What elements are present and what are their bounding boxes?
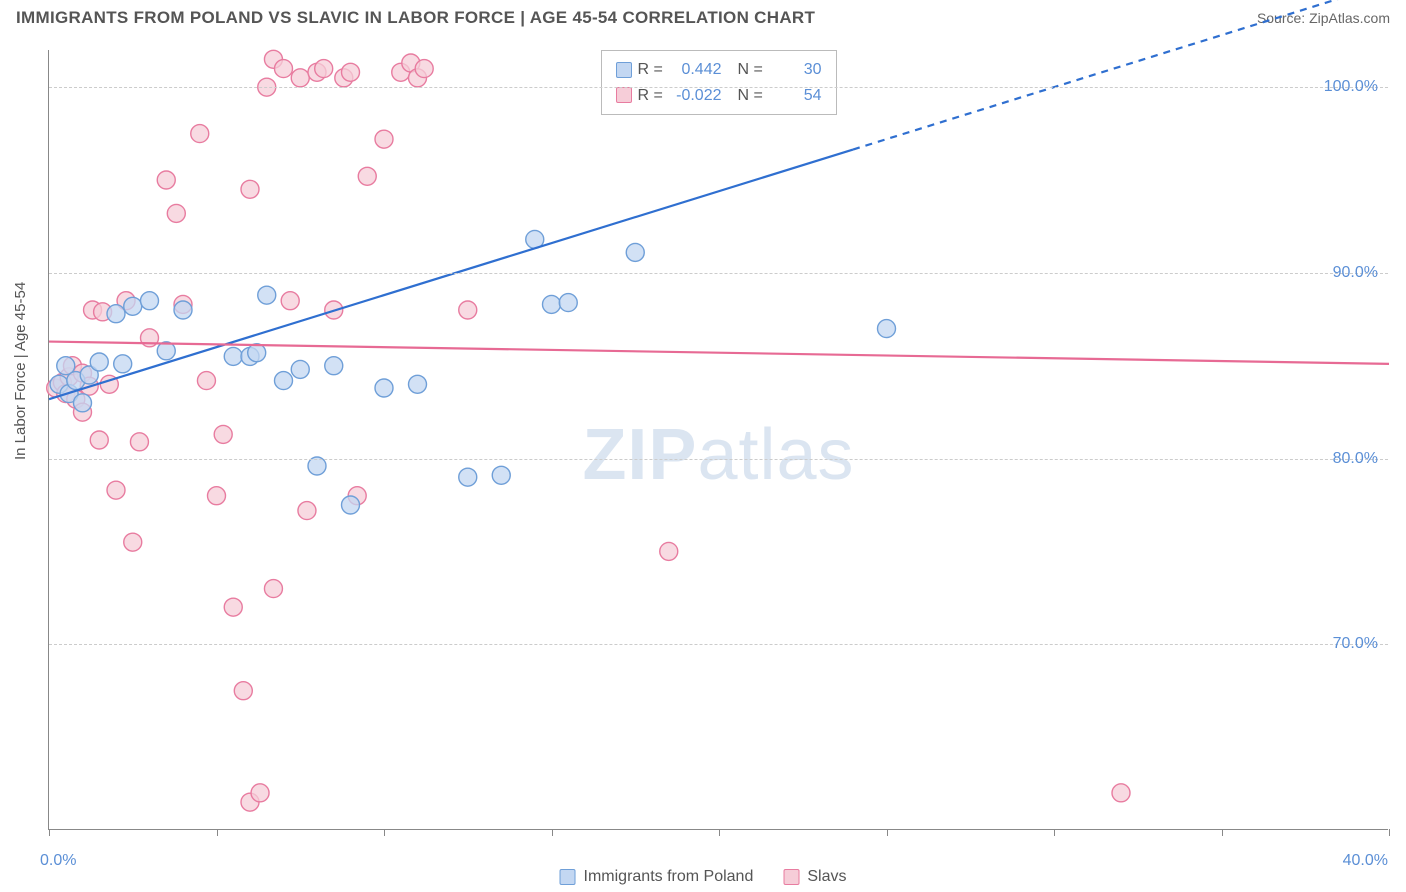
gridline: [49, 459, 1388, 460]
data-point: [114, 355, 132, 373]
r-value: 0.442: [672, 57, 722, 83]
data-point: [197, 372, 215, 390]
plot-svg: [49, 50, 1388, 829]
data-point: [626, 243, 644, 261]
y-tick-label: 90.0%: [1333, 264, 1378, 282]
swatch-icon: [616, 62, 632, 78]
data-point: [107, 305, 125, 323]
data-point: [375, 379, 393, 397]
data-point: [174, 301, 192, 319]
data-point: [90, 431, 108, 449]
data-point: [157, 171, 175, 189]
x-tick: [887, 829, 888, 836]
data-point: [459, 468, 477, 486]
data-point: [308, 457, 326, 475]
data-point: [275, 372, 293, 390]
data-point: [878, 320, 896, 338]
x-tick: [719, 829, 720, 836]
n-value: 30: [772, 57, 822, 83]
data-point: [74, 394, 92, 412]
swatch-icon: [783, 869, 799, 885]
data-point: [264, 580, 282, 598]
header: IMMIGRANTS FROM POLAND VS SLAVIC IN LABO…: [0, 0, 1406, 32]
data-point: [415, 60, 433, 78]
x-tick: [384, 829, 385, 836]
data-point: [342, 63, 360, 81]
data-point: [325, 357, 343, 375]
data-point: [358, 167, 376, 185]
data-point: [375, 130, 393, 148]
series-legend: Immigrants from Poland Slavs: [560, 868, 847, 886]
x-tick-label-max: 40.0%: [1343, 852, 1388, 870]
legend-item: Slavs: [783, 868, 846, 886]
data-point: [90, 353, 108, 371]
data-point: [409, 375, 427, 393]
data-point: [291, 69, 309, 87]
x-tick-label-min: 0.0%: [40, 852, 76, 870]
correlation-legend: R = 0.442 N = 30 R = -0.022 N = 54: [601, 50, 837, 115]
data-point: [492, 466, 510, 484]
y-axis-label: In Labor Force | Age 45-54: [12, 282, 29, 460]
gridline: [49, 273, 1388, 274]
legend-label: Slavs: [807, 868, 846, 886]
swatch-icon: [560, 869, 576, 885]
data-point: [281, 292, 299, 310]
data-point: [258, 286, 276, 304]
data-point: [107, 481, 125, 499]
legend-label: Immigrants from Poland: [584, 868, 754, 886]
x-tick: [552, 829, 553, 836]
swatch-icon: [616, 87, 632, 103]
r-label: R =: [638, 57, 666, 83]
data-point: [208, 487, 226, 505]
chart-area: ZIPatlas R = 0.442 N = 30 R = -0.022 N =…: [48, 50, 1388, 830]
data-point: [167, 204, 185, 222]
gridline: [49, 644, 1388, 645]
data-point: [224, 598, 242, 616]
y-tick-label: 80.0%: [1333, 450, 1378, 468]
data-point: [124, 533, 142, 551]
data-point: [141, 292, 159, 310]
data-point: [543, 295, 561, 313]
data-point: [315, 60, 333, 78]
data-point: [660, 542, 678, 560]
correlation-row: R = 0.442 N = 30: [616, 57, 822, 83]
data-point: [459, 301, 477, 319]
data-point: [130, 433, 148, 451]
x-tick: [1389, 829, 1390, 836]
n-label: N =: [738, 57, 766, 83]
data-point: [248, 344, 266, 362]
data-point: [1112, 784, 1130, 802]
x-tick: [49, 829, 50, 836]
data-point: [124, 297, 142, 315]
data-point: [251, 784, 269, 802]
data-point: [275, 60, 293, 78]
y-tick-label: 100.0%: [1324, 78, 1378, 96]
x-tick: [217, 829, 218, 836]
data-point: [234, 682, 252, 700]
chart-title: IMMIGRANTS FROM POLAND VS SLAVIC IN LABO…: [16, 8, 815, 28]
gridline: [49, 87, 1388, 88]
x-tick: [1054, 829, 1055, 836]
data-point: [214, 425, 232, 443]
legend-item: Immigrants from Poland: [560, 868, 754, 886]
data-point: [298, 502, 316, 520]
data-point: [342, 496, 360, 514]
data-point: [224, 347, 242, 365]
data-point: [291, 360, 309, 378]
y-tick-label: 70.0%: [1333, 635, 1378, 653]
data-point: [559, 294, 577, 312]
data-point: [241, 180, 259, 198]
x-tick: [1222, 829, 1223, 836]
data-point: [191, 125, 209, 143]
